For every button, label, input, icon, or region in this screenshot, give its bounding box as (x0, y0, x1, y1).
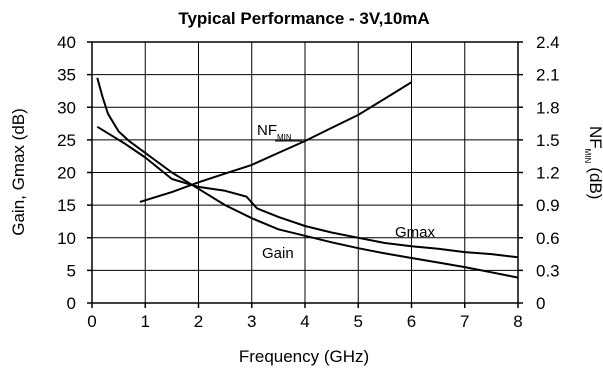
x-tick-label: 8 (513, 312, 522, 331)
x-tick-label: 3 (247, 312, 256, 331)
y-left-tick-label: 0 (67, 294, 76, 313)
gmax-annotation: Gmax (395, 224, 436, 241)
y-right-label-main: NF (586, 126, 603, 149)
grid (92, 42, 518, 303)
series-line-gain (96, 77, 519, 279)
y-right-tick-label: 0.6 (536, 229, 560, 248)
series-line-nf-min (139, 81, 413, 203)
series-line-gmax (96, 125, 519, 259)
x-tick-labels: 0 1 2 3 4 5 6 7 8 (87, 303, 523, 331)
y-left-tick-label: 20 (57, 164, 76, 183)
y-left-tick-label: 35 (57, 66, 76, 85)
y-right-tick-label: 1.8 (536, 98, 560, 117)
y-right-tick-label: 1.5 (536, 131, 560, 150)
y-left-tick-labels: 0 5 10 15 20 25 30 35 40 (57, 33, 92, 313)
y-right-tick-label: 2.4 (536, 33, 560, 52)
y-right-tick-label: 0 (536, 294, 545, 313)
y-right-label-sub: MIN (583, 149, 592, 164)
series-lines (96, 77, 519, 279)
y-right-tick-label: 0.3 (536, 261, 560, 280)
y-left-tick-label: 30 (57, 98, 76, 117)
gain-annotation: Gain (262, 245, 294, 262)
y-left-tick-label: 10 (57, 229, 76, 248)
y-right-tick-labels: 0 0.3 0.6 0.9 1.2 1.5 1.8 2.1 2.4 (518, 33, 560, 313)
y-left-axis-label: Gain, Gmax (dB) (9, 108, 28, 236)
x-tick-label: 6 (407, 312, 416, 331)
x-axis-label: Frequency (GHz) (239, 347, 369, 366)
x-tick-label: 2 (194, 312, 203, 331)
y-right-tick-label: 1.2 (536, 164, 560, 183)
chart-title: Typical Performance - 3V,10mA (178, 9, 429, 28)
x-tick-label: 7 (460, 312, 469, 331)
y-right-tick-label: 2.1 (536, 66, 560, 85)
x-tick-label: 4 (300, 312, 309, 331)
y-left-tick-label: 15 (57, 196, 76, 215)
x-tick-label: 1 (141, 312, 150, 331)
nf-min-annotation: NFMIN (257, 122, 292, 142)
x-tick-label: 0 (87, 312, 96, 331)
y-right-label-unit: (dB) (586, 167, 603, 199)
y-left-tick-label: 25 (57, 131, 76, 150)
y-left-tick-label: 5 (67, 261, 76, 280)
y-right-axis-label: NFMIN (dB) (583, 126, 603, 199)
y-left-tick-label: 40 (57, 33, 76, 52)
y-right-tick-label: 0.9 (536, 196, 560, 215)
x-tick-label: 5 (354, 312, 363, 331)
